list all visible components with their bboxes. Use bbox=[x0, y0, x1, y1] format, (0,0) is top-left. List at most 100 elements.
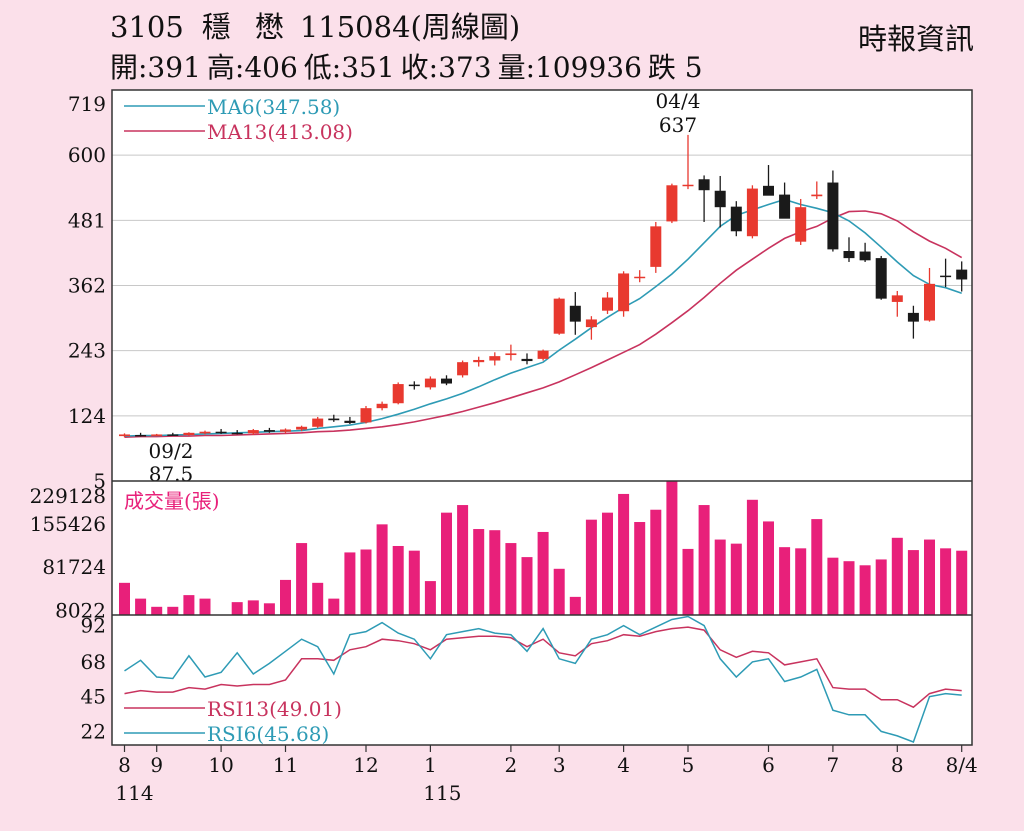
rsi6-line bbox=[124, 615, 962, 743]
volume-bar bbox=[183, 595, 195, 615]
x-tick-label: 7 bbox=[827, 753, 840, 777]
candle-body bbox=[344, 420, 356, 423]
quote-change: 跌 5 bbox=[647, 51, 703, 84]
candle-body bbox=[924, 283, 935, 321]
volume-bar bbox=[875, 559, 887, 615]
volume-bar bbox=[924, 539, 935, 615]
x-tick-label: 8/4 bbox=[946, 753, 978, 777]
candle-body bbox=[424, 378, 436, 388]
candle-body bbox=[843, 251, 855, 259]
volume-bar bbox=[119, 582, 130, 615]
volume-bar bbox=[956, 550, 968, 615]
ma6-legend-label: MA6(347.58) bbox=[207, 95, 340, 119]
candle-body bbox=[891, 295, 903, 302]
price-tick-label: 600 bbox=[68, 143, 106, 167]
volume-bar bbox=[441, 512, 452, 615]
plot-background bbox=[112, 90, 972, 745]
volume-tick-label: 8022 bbox=[55, 598, 106, 622]
candle-body bbox=[119, 434, 130, 437]
price-tick-label: 362 bbox=[68, 274, 106, 298]
data-source: 時報資訊 bbox=[857, 22, 974, 56]
volume-bar bbox=[199, 598, 211, 615]
x-tick-label: 11 bbox=[273, 753, 298, 777]
quote-line: 開:391 高:406 低:351 收:373 量:109936 跌 5 bbox=[110, 46, 709, 86]
volume-bar bbox=[795, 548, 807, 615]
rsi6-legend-label: RSI6(45.68) bbox=[207, 722, 329, 746]
price-tick-label: 719 bbox=[68, 92, 106, 116]
candle-body bbox=[231, 432, 243, 435]
candle-body bbox=[489, 356, 501, 361]
candle-body bbox=[634, 276, 646, 279]
volume-title: 成交量(張) bbox=[124, 489, 220, 513]
candle-body bbox=[827, 182, 839, 250]
candle-body bbox=[312, 418, 324, 427]
candle-body bbox=[940, 275, 952, 278]
candle-body bbox=[376, 403, 388, 409]
volume-bar bbox=[151, 606, 163, 615]
volume-bar bbox=[940, 548, 952, 615]
volume-bar bbox=[859, 565, 871, 615]
volume-bar bbox=[231, 602, 243, 615]
x-tick-label: 4 bbox=[617, 753, 630, 777]
stock-code: 3105 bbox=[110, 10, 184, 44]
volume-bar bbox=[569, 596, 581, 615]
volume-bar bbox=[634, 522, 646, 615]
volume-bar bbox=[650, 509, 662, 615]
ma6-line bbox=[124, 198, 962, 437]
x-tick-label: 8 bbox=[891, 753, 904, 777]
candle-body bbox=[553, 298, 565, 334]
x-tick-label: 1 bbox=[424, 753, 437, 777]
x-tick-label: 9 bbox=[150, 753, 163, 777]
candle-body bbox=[795, 207, 807, 242]
volume-bar bbox=[328, 598, 340, 615]
quote-volume: 量:109936 bbox=[497, 51, 642, 84]
quote-open: 開:391 bbox=[110, 51, 201, 84]
x-year-label: 115 bbox=[423, 781, 461, 805]
candle-body bbox=[746, 188, 758, 237]
volume-bar bbox=[280, 579, 291, 615]
rsi-tick-label: 92 bbox=[81, 614, 106, 638]
volume-bar bbox=[473, 529, 485, 615]
rsi13-legend-label: RSI13(49.01) bbox=[207, 697, 342, 721]
x-tick-label: 10 bbox=[208, 753, 233, 777]
volume-bar bbox=[730, 543, 742, 615]
candle-body bbox=[585, 319, 597, 328]
candle-body bbox=[730, 206, 742, 232]
volume-tick-label: 155426 bbox=[30, 512, 106, 536]
volume-bar bbox=[489, 530, 501, 615]
price-tick-label: 243 bbox=[68, 339, 106, 363]
candle-body bbox=[441, 378, 452, 384]
price-tick-label: 481 bbox=[68, 208, 106, 232]
volume-tick-label: 229128 bbox=[30, 484, 106, 508]
volume-bar bbox=[682, 548, 694, 615]
candle-body bbox=[569, 305, 581, 322]
volume-bar bbox=[537, 531, 549, 615]
volume-bar bbox=[392, 545, 404, 615]
candle-body bbox=[199, 431, 211, 434]
candle-body bbox=[666, 185, 678, 222]
candle-body bbox=[280, 429, 291, 432]
rsi-tick-label: 22 bbox=[81, 719, 106, 743]
volume-bar bbox=[408, 550, 420, 615]
volume-bar bbox=[263, 603, 275, 615]
quote-close: 收:373 bbox=[400, 51, 492, 84]
candle-body bbox=[408, 384, 420, 387]
candle-body bbox=[714, 190, 726, 208]
volume-bar bbox=[827, 557, 839, 615]
candle-body bbox=[215, 431, 227, 434]
ma13-line bbox=[124, 210, 963, 438]
volume-bar bbox=[746, 499, 758, 615]
x-tick-label: 3 bbox=[553, 753, 566, 777]
price-tick-label: 5 bbox=[93, 469, 106, 493]
candle-body bbox=[811, 194, 823, 197]
candle-body bbox=[698, 179, 710, 191]
volume-bar bbox=[585, 519, 597, 615]
volume-bar bbox=[424, 581, 436, 615]
volume-bar bbox=[376, 524, 388, 615]
candle-body bbox=[521, 358, 533, 362]
volume-bar bbox=[457, 505, 469, 615]
candle-body bbox=[956, 269, 968, 280]
x-year-label: 114 bbox=[115, 781, 153, 805]
volume-bar bbox=[891, 537, 903, 615]
